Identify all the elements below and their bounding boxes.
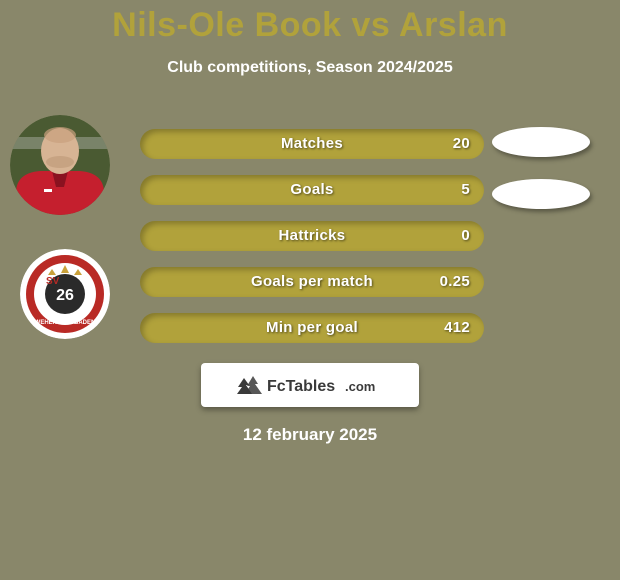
club-crest: 26 WEHEN WIESBADEN SV: [20, 249, 110, 339]
subtitle: Club competitions, Season 2024/2025: [0, 59, 620, 77]
svg-text:SV: SV: [46, 276, 60, 287]
svg-text:FcTables: FcTables: [267, 378, 335, 395]
stat-bar: Min per goal 412: [140, 313, 484, 343]
stat-label: Matches: [281, 129, 343, 159]
stat-value: 5: [461, 175, 470, 205]
stat-value: 0.25: [440, 267, 470, 297]
avatar-image: [10, 115, 110, 215]
stat-value: 412: [444, 313, 470, 343]
stat-label: Hattricks: [279, 221, 346, 251]
brand-badge[interactable]: FcTables .com: [201, 363, 419, 407]
footer-date: 12 february 2025: [0, 425, 620, 445]
svg-text:26: 26: [56, 287, 74, 304]
stat-bar: Matches 20: [140, 129, 484, 159]
comparison-pill: [492, 127, 590, 157]
brand-logo: FcTables .com: [235, 372, 385, 398]
svg-text:WEHEN WIESBADEN: WEHEN WIESBADEN: [35, 320, 96, 326]
player-avatar: [10, 115, 110, 215]
comparison-pill: [492, 179, 590, 209]
page-title: Nils-Ole Book vs Arslan: [0, 0, 620, 45]
content-area: 26 WEHEN WIESBADEN SV Matches 20 Goals 5 Hat…: [0, 117, 620, 357]
svg-text:.com: .com: [345, 379, 375, 394]
stat-label: Min per goal: [266, 313, 358, 343]
left-column: 26 WEHEN WIESBADEN SV: [10, 115, 110, 339]
stat-label: Goals: [290, 175, 333, 205]
stat-bar: Hattricks 0: [140, 221, 484, 251]
stat-value: 20: [453, 129, 470, 159]
stat-bar: Goals per match 0.25: [140, 267, 484, 297]
stat-label: Goals per match: [251, 267, 373, 297]
crest-image: 26 WEHEN WIESBADEN SV: [20, 249, 110, 339]
stat-value: 0: [461, 221, 470, 251]
stat-bar: Goals 5: [140, 175, 484, 205]
player-compare-card: Nils-Ole Book vs Arslan Club competition…: [0, 0, 620, 580]
right-pills: [492, 127, 600, 231]
stat-bars: Matches 20 Goals 5 Hattricks 0 Goals per match…: [140, 129, 484, 359]
